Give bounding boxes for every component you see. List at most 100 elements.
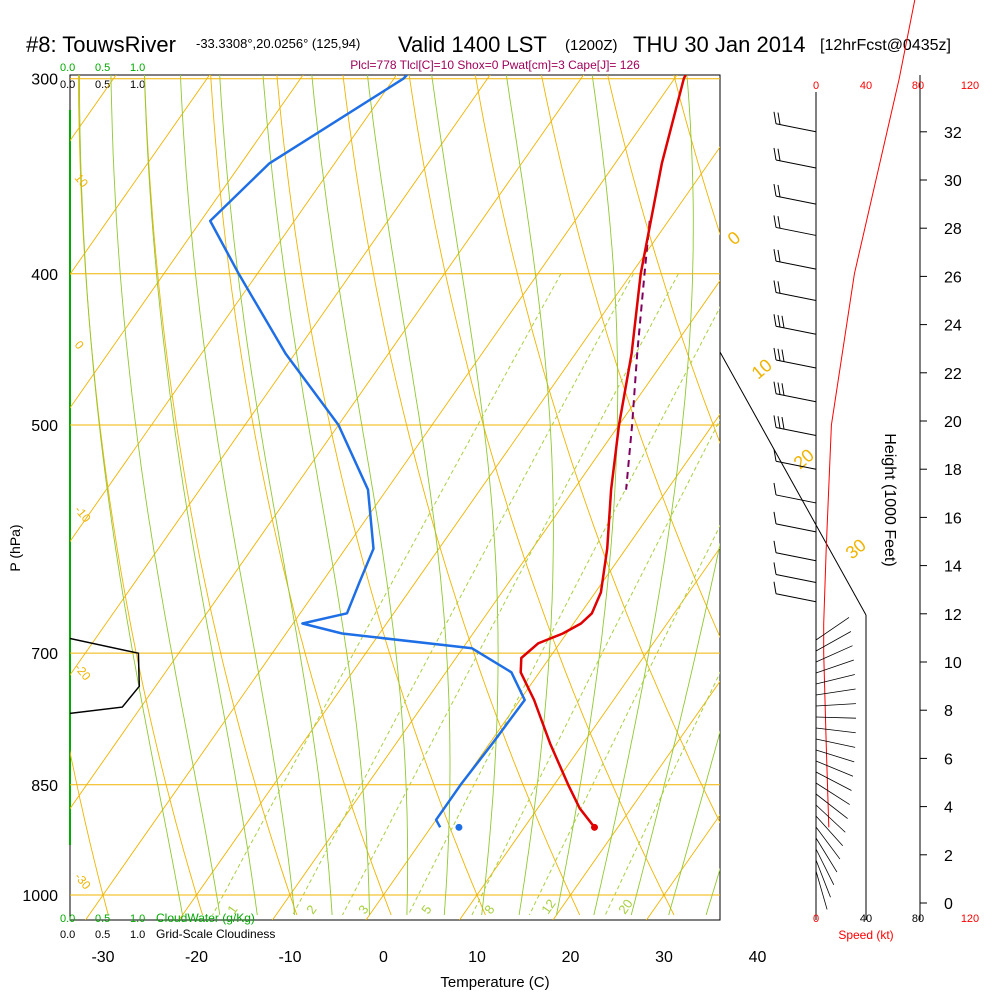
moist-adiabat <box>78 75 183 916</box>
wind-barb-flag <box>777 249 781 263</box>
wind-barb-flag <box>773 147 777 161</box>
dry-adiabat <box>960 0 1000 915</box>
wind-barb-flag <box>777 382 781 395</box>
wind-barb-flag <box>781 315 785 328</box>
temperature-tick-label: 30 <box>655 949 673 966</box>
svg-text:1.0: 1.0 <box>130 929 145 941</box>
isotherm-label: -10 <box>72 503 94 526</box>
svg-text:0: 0 <box>813 80 819 92</box>
height-tick-label: 18 <box>944 462 962 479</box>
dry-adiabat <box>144 75 298 916</box>
pressure-tick-label: 500 <box>31 418 58 435</box>
height-tick-label: 16 <box>944 510 962 527</box>
temperature-tick-label: -10 <box>278 949 301 966</box>
wind-barb-flag <box>773 449 777 462</box>
height-tick-label: 12 <box>944 607 962 624</box>
wind-barb <box>775 593 817 603</box>
wind-barb-flag <box>773 415 777 428</box>
isotherm-label: -20 <box>72 661 94 684</box>
svg-text:0.5: 0.5 <box>95 929 110 941</box>
svg-text:40: 40 <box>860 80 872 92</box>
height-tick-label: 0 <box>944 896 953 913</box>
height-tick-label: 4 <box>944 800 953 817</box>
mixing-ratio-label: 8 <box>481 902 497 917</box>
isotherm-line <box>85 75 678 920</box>
dry-adiabat <box>0 0 14 915</box>
mixing-ratio-label: 20 <box>615 896 636 916</box>
height-tick-label: 20 <box>944 414 962 431</box>
height-tick-label: 30 <box>944 173 962 190</box>
theta-label: 0 <box>724 227 745 249</box>
pressure-tick-label: 700 <box>31 646 58 663</box>
wind-barb <box>815 749 855 763</box>
wind-barb <box>815 815 843 847</box>
mixing-ratio-line <box>471 418 720 916</box>
height-tick-label: 8 <box>944 703 953 720</box>
wind-barb <box>775 226 817 236</box>
wind-barb-flag <box>773 511 777 524</box>
moist-adiabat <box>144 75 258 916</box>
surface-dewpoint-dot <box>455 823 463 831</box>
wind-barb <box>815 716 856 719</box>
wind-barb-flag <box>773 314 777 327</box>
valid-time: Valid 1400 LST <box>398 32 547 57</box>
wind-barb-flag <box>773 540 777 553</box>
wind-speed-curve <box>823 0 916 828</box>
wind-barb <box>815 793 848 819</box>
wind-barb <box>775 573 817 583</box>
wind-barb <box>815 631 852 652</box>
wind-barb <box>775 159 817 169</box>
height-tick-label: 2 <box>944 848 953 865</box>
moist-adiabat <box>505 75 554 916</box>
theta-label: 30 <box>842 535 870 563</box>
cloudiness-label: Grid-Scale Cloudiness <box>156 927 275 941</box>
height-tick-label: 14 <box>944 559 962 576</box>
svg-text:1.0: 1.0 <box>130 79 145 91</box>
svg-text:0.0: 0.0 <box>60 929 75 941</box>
moist-adiabat <box>593 75 694 916</box>
x-axis-label: Temperature (C) <box>440 974 549 991</box>
height-tick-label: 32 <box>944 125 962 142</box>
wind-barb <box>775 426 817 436</box>
height-tick-label: 28 <box>944 221 962 238</box>
mixing-ratio-line <box>604 671 720 916</box>
wind-barb-flag <box>777 314 781 328</box>
isotherm-line <box>70 75 304 409</box>
moist-adiabat <box>262 75 370 916</box>
wind-barb <box>775 552 817 562</box>
cloud-scale-bottom: 0.0 0.5 1.0 CloudWater (g/Kg) 0.0 0.5 1.… <box>60 911 275 941</box>
wind-barb-flag <box>777 184 781 197</box>
temperature-tick-label: 10 <box>468 949 486 966</box>
temperature-axis: -30 -20 -10 0 10 20 30 40 <box>91 949 766 966</box>
wind-barb-flag <box>777 281 781 294</box>
temperature-tick-label: -30 <box>91 949 114 966</box>
parcel-curve <box>625 220 651 490</box>
wind-barb-flag <box>773 215 777 228</box>
isotherm-line <box>552 680 720 920</box>
wind-barb <box>815 688 856 696</box>
dry-adiabat <box>210 75 392 916</box>
wind-barb <box>775 195 817 205</box>
cloudiness-curve <box>70 637 141 715</box>
height-tick-label: 22 <box>944 366 962 383</box>
wind-barb-flag <box>773 562 777 575</box>
dry-adiabat <box>541 75 720 638</box>
wind-barb-flag <box>773 111 777 124</box>
wind-barb-flag <box>773 581 777 594</box>
wind-barb-flag <box>781 416 785 430</box>
moist-adiabat <box>431 75 499 916</box>
pressure-tick-label: 300 <box>31 72 58 89</box>
height-tick-label: 24 <box>944 318 962 335</box>
wind-barb <box>815 804 846 833</box>
isotherm-line <box>927 0 1000 920</box>
isotherm-label: 0 <box>72 338 87 352</box>
svg-text:80: 80 <box>912 913 924 925</box>
wind-barb <box>775 260 817 270</box>
dry-adiabat <box>276 75 486 916</box>
temperature-tick-label: 40 <box>749 949 767 966</box>
wind-barb <box>815 738 856 748</box>
forecast-info: [12hrFcst@0435z] <box>820 37 951 54</box>
temperature-tick-label: -20 <box>185 949 208 966</box>
moist-adiabat <box>630 542 720 916</box>
